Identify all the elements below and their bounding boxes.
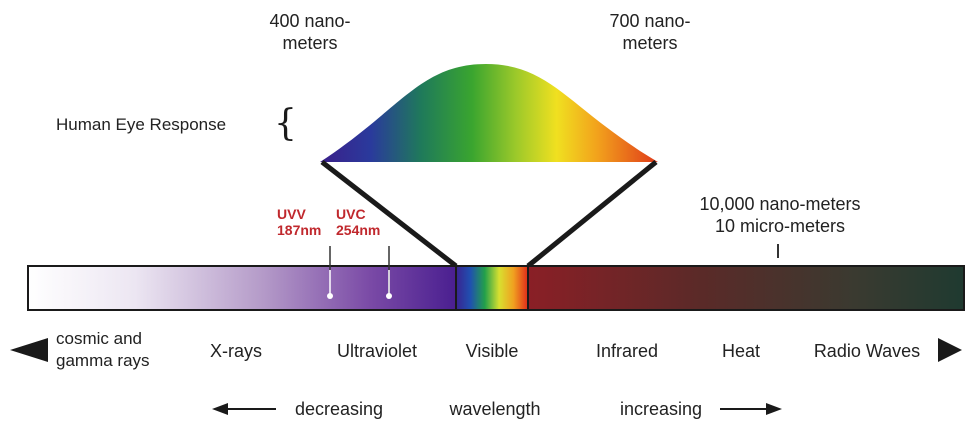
visible-band-bar	[455, 265, 529, 311]
infrared-band-bar	[527, 265, 965, 311]
band-ultraviolet: Ultraviolet	[336, 341, 418, 361]
long-wave-note-line1: 10,000 nano-meters	[699, 194, 861, 214]
axis-decreasing: decreasing	[294, 399, 384, 419]
left-converge-line	[320, 160, 458, 268]
right-edge-arrow	[938, 338, 962, 362]
eye-response-label: Human Eye Response	[56, 115, 227, 134]
label-400nm-line2: meters	[282, 33, 338, 53]
left-edge-arrow	[10, 338, 48, 362]
band-infrared: Infrared	[595, 341, 659, 361]
label-700nm-line1: 700 nano-	[609, 11, 691, 31]
band-cosmic-line1: cosmic and	[56, 329, 142, 348]
axis-increasing: increasing	[619, 399, 703, 419]
axis-wavelength: wavelength	[449, 399, 541, 419]
label-400nm-line1: 400 nano-	[269, 11, 351, 31]
label-400nm: 400 nano- meters	[250, 10, 370, 54]
label-700nm: 700 nano- meters	[590, 10, 710, 54]
band-heat: Heat	[721, 341, 761, 361]
increasing-arrow-head	[766, 403, 782, 415]
label-700nm-line2: meters	[622, 33, 678, 53]
band-visible: Visible	[465, 341, 519, 361]
eye-response-curve	[320, 64, 658, 162]
long-wave-note-line2: 10 micro-meters	[714, 216, 846, 236]
curly-brace-icon: {	[274, 103, 297, 144]
band-radio-waves: Radio Waves	[813, 341, 921, 361]
uvv-marker-dot	[327, 293, 333, 299]
band-cosmic-line2: gamma rays	[56, 351, 150, 370]
right-converge-line	[526, 160, 658, 268]
uvc-marker-dot	[386, 293, 392, 299]
uvc-label-value: 254nm	[336, 222, 381, 238]
uvc-label: UVC 254nm	[336, 206, 380, 238]
band-cosmic-gamma: cosmic and gamma rays	[56, 328, 150, 372]
uvv-label-value: 187nm	[277, 222, 322, 238]
band-xrays: X-rays	[209, 341, 262, 361]
uvv-label: UVV 187nm	[277, 206, 321, 238]
uvc-label-name: UVC	[336, 206, 366, 222]
decreasing-arrow-head	[212, 403, 228, 415]
uvv-label-name: UVV	[277, 206, 306, 222]
uv-band-bar	[27, 265, 457, 311]
long-wave-note: 10,000 nano-meters 10 micro-meters	[680, 193, 880, 237]
